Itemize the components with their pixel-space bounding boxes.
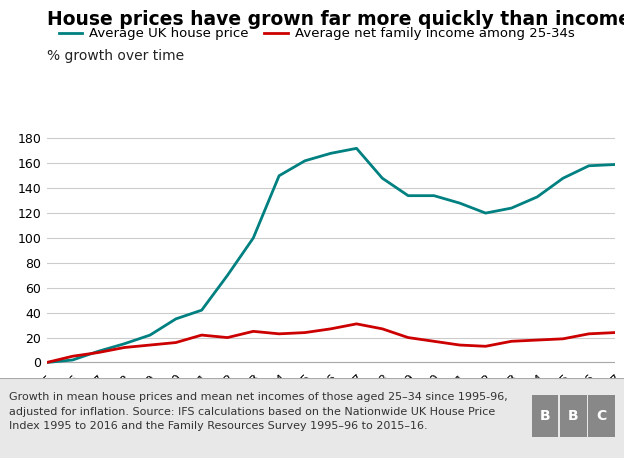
FancyBboxPatch shape	[560, 396, 587, 437]
FancyBboxPatch shape	[588, 396, 615, 437]
Text: B: B	[540, 409, 551, 423]
Legend: Average UK house price, Average net family income among 25-34s: Average UK house price, Average net fami…	[54, 22, 580, 46]
FancyBboxPatch shape	[532, 396, 558, 437]
Text: Growth in mean house prices and mean net incomes of those aged 25–34 since 1995-: Growth in mean house prices and mean net…	[9, 392, 508, 431]
Text: B: B	[568, 409, 579, 423]
Text: House prices have grown far more quickly than incomes: House prices have grown far more quickly…	[47, 10, 624, 29]
Text: C: C	[597, 409, 607, 423]
Text: % growth over time: % growth over time	[47, 49, 184, 63]
